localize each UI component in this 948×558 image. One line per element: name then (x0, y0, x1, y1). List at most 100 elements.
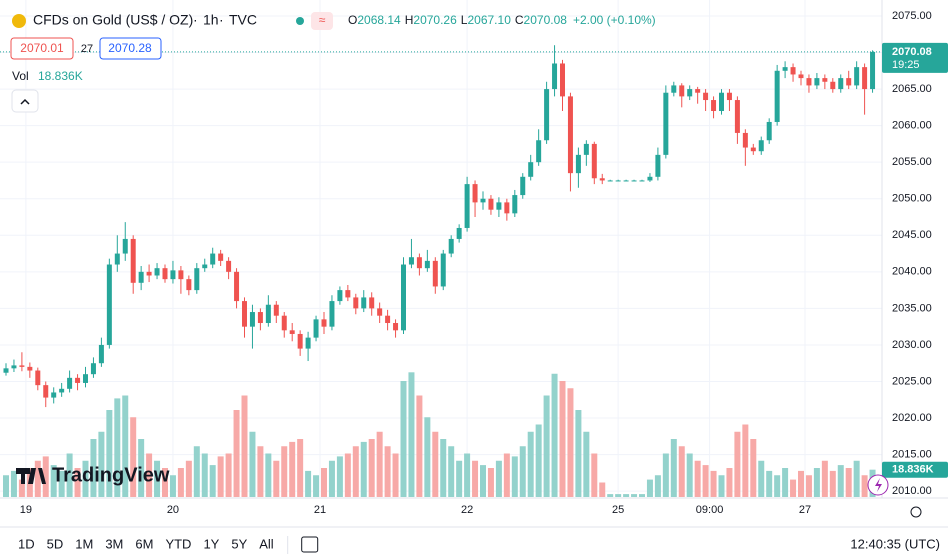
volume-bar (18, 479, 25, 497)
candle-body (782, 67, 788, 71)
range-button[interactable]: 6M (135, 536, 153, 551)
candle-body (671, 85, 677, 93)
y-tick-label: 2065.00 (892, 83, 932, 95)
range-button[interactable]: 1Y (203, 536, 219, 551)
candle-body (560, 63, 565, 97)
volume-bar (138, 439, 145, 497)
last-volume: 18.836K (892, 464, 934, 476)
candle-body (321, 319, 327, 327)
ask: 2070.28 (108, 41, 152, 55)
range-button[interactable]: 3M (105, 536, 123, 551)
candle-body (138, 271, 144, 283)
candle-body (655, 154, 661, 177)
x-tick-label: 19 (20, 504, 32, 516)
candle-body (583, 143, 589, 155)
candle-body (575, 154, 581, 174)
volume-bar (583, 431, 590, 497)
range-button[interactable]: YTD (165, 536, 191, 551)
range-button[interactable]: 5Y (231, 536, 247, 551)
y-tick-label: 2035.00 (892, 302, 932, 314)
candle-body (591, 143, 597, 179)
countdown: 19:25 (892, 59, 920, 71)
ohlc-key: H (405, 13, 414, 27)
candle-body (663, 92, 669, 155)
candle-body (305, 337, 311, 349)
date-range-button[interactable] (301, 536, 319, 553)
volume-bar (615, 494, 622, 497)
candle-body (424, 260, 430, 269)
candle-body (766, 121, 772, 141)
volume-bar (472, 460, 479, 497)
ohlc-value: 2070.08 (524, 13, 568, 27)
volume-bar (456, 460, 463, 497)
candle-body (297, 333, 303, 349)
volume-bar (177, 468, 184, 497)
volume-bar (241, 395, 248, 497)
candle-body (369, 297, 375, 309)
x-tick-label: 22 (461, 504, 473, 516)
candle-body (273, 304, 279, 316)
volume-bar (169, 475, 176, 497)
volume-bar (352, 446, 359, 497)
clock: 12:40:35 (UTC) (850, 536, 940, 551)
candle-body (249, 312, 255, 327)
x-tick-label: 25 (612, 504, 624, 516)
ohlc-key: L (461, 13, 468, 27)
candle-body (806, 78, 812, 86)
volume-bar (162, 468, 168, 497)
volume-bar (662, 453, 669, 497)
candle-body (202, 264, 208, 269)
volume-bar (487, 468, 494, 497)
volume-bar (193, 446, 200, 497)
y-tick-label: 2055.00 (892, 156, 932, 168)
status-icon: ≈ (319, 13, 326, 27)
volume-bar (58, 470, 65, 497)
volume-bar (360, 441, 367, 497)
candle-body (11, 365, 17, 369)
candle-body (544, 89, 550, 141)
candle-body (448, 238, 454, 254)
last-price-tag (882, 42, 948, 73)
bid: 2070.01 (20, 41, 64, 55)
bid-box[interactable] (10, 37, 74, 60)
y-tick-label: 2025.00 (892, 375, 932, 387)
candle-body (83, 374, 88, 383)
range-button[interactable]: 1M (75, 536, 93, 551)
volume-bar (758, 460, 765, 497)
ohlc-value: 2068.14 (357, 13, 401, 27)
candle-body (178, 270, 184, 280)
range-button[interactable]: All (259, 536, 274, 551)
range-button[interactable]: 5D (47, 536, 64, 551)
candle-body (416, 257, 422, 269)
candle-body (106, 264, 112, 345)
candle-body (19, 365, 25, 367)
ohlc-value: 2070.26 (413, 13, 457, 27)
candle-body (790, 67, 796, 75)
volume-bar (861, 475, 868, 497)
candle-body (210, 253, 216, 265)
candle-body (408, 257, 414, 265)
volume-bar (519, 446, 526, 497)
volume-bar (313, 475, 320, 497)
candle-body (830, 81, 836, 90)
ask-box[interactable] (99, 37, 162, 60)
candle-body (639, 180, 645, 182)
volume-bar (257, 446, 264, 497)
volume-bar (702, 465, 709, 497)
y-tick-label: 2060.00 (892, 120, 932, 132)
candle-body (226, 260, 232, 272)
settings-button[interactable] (910, 506, 922, 518)
candle-body (734, 100, 740, 133)
candle-body (75, 377, 81, 383)
range-button[interactable]: 1D (18, 536, 35, 551)
candle-body (281, 315, 287, 331)
volume-bar (424, 417, 431, 497)
logo-icon (16, 468, 46, 484)
volume-bar (813, 468, 820, 497)
volume-bar (798, 470, 804, 497)
candle-body (67, 377, 73, 389)
y-tick-label: 2010.00 (892, 485, 932, 497)
volume-bar (3, 475, 9, 497)
candle-body (854, 67, 860, 86)
candle-body (711, 100, 717, 112)
